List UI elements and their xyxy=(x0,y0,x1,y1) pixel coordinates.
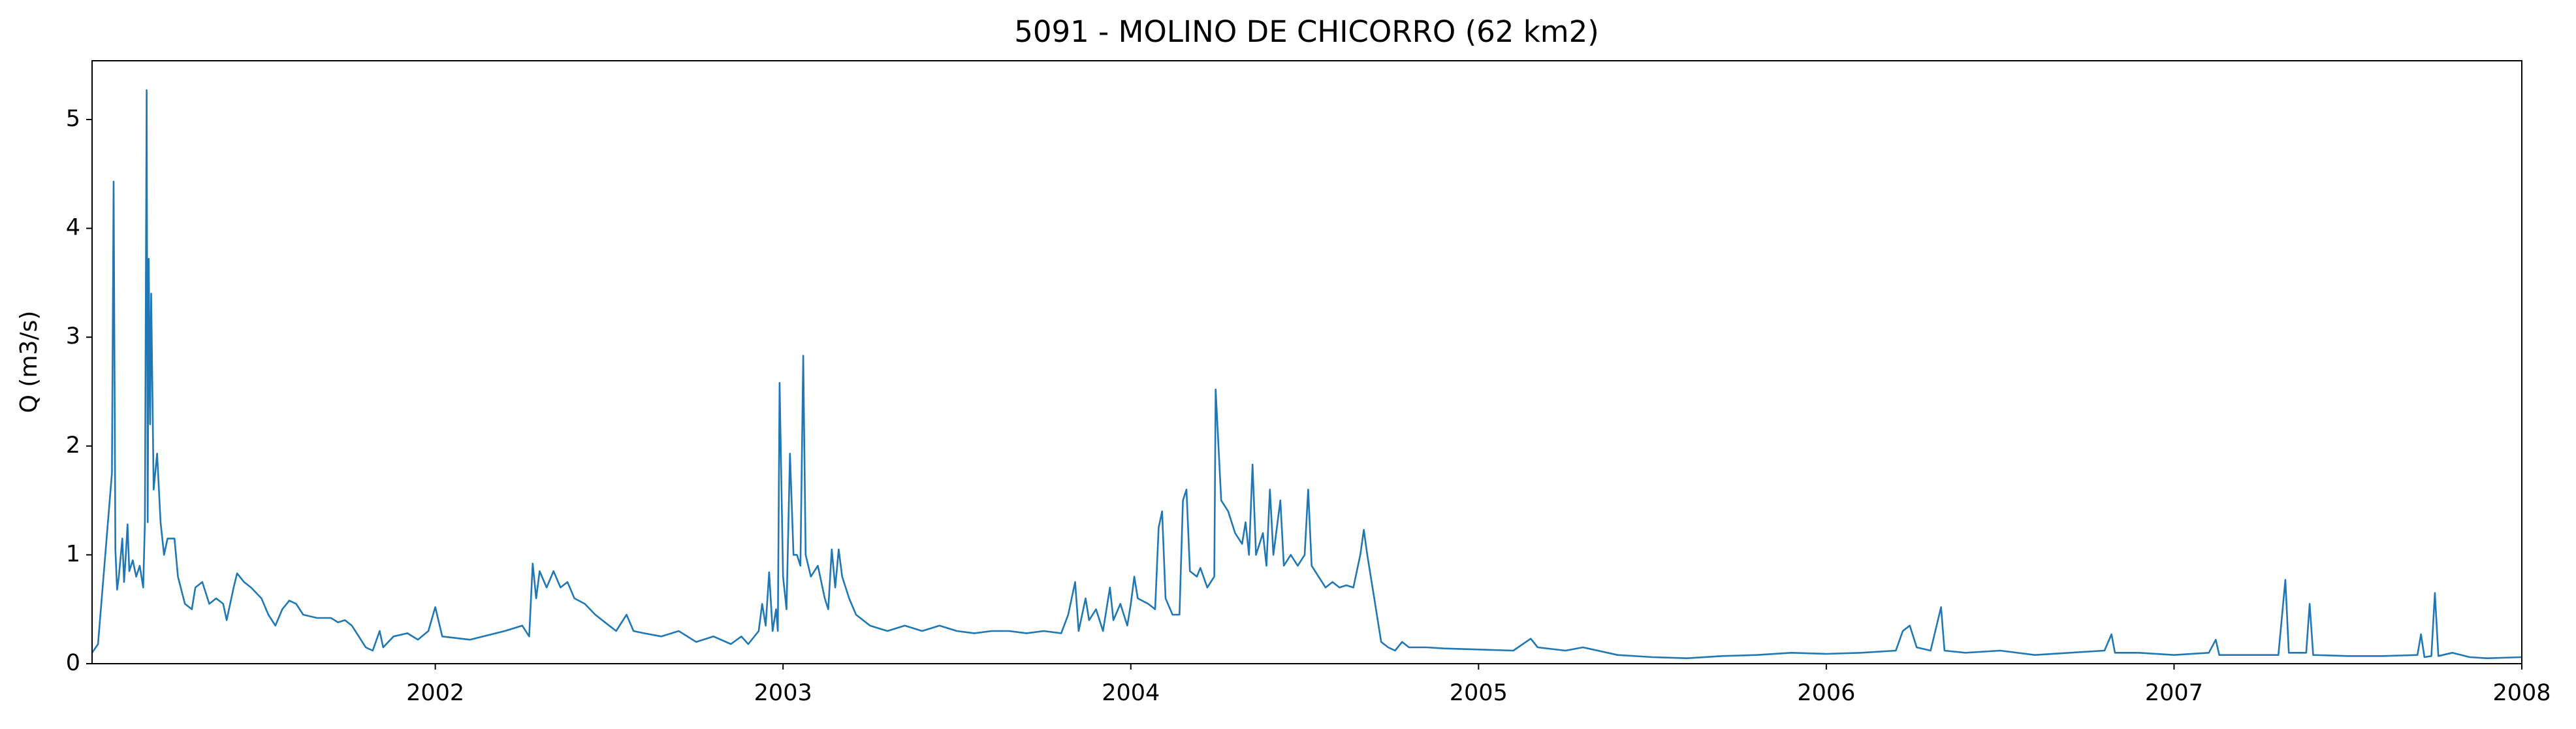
x-tick-label: 2006 xyxy=(1797,680,1855,706)
y-tick-label: 1 xyxy=(66,541,80,567)
y-tick-label: 3 xyxy=(66,323,80,349)
y-axis-label: Q (m3/s) xyxy=(16,311,42,413)
data-line xyxy=(92,89,2522,659)
x-tick-label: 2007 xyxy=(2145,680,2203,706)
plot-frame xyxy=(91,60,2522,664)
y-tick-label: 2 xyxy=(66,432,80,459)
chart-title: 5091 - MOLINO DE CHICORRO (62 km2) xyxy=(1014,14,1599,49)
y-tick-label: 5 xyxy=(66,106,80,132)
y-tick-label: 4 xyxy=(66,215,80,241)
x-tick-label: 2008 xyxy=(2492,680,2551,706)
x-tick-label: 2005 xyxy=(1450,680,1508,706)
y-tick-label: 0 xyxy=(66,650,80,676)
x-tick-label: 2004 xyxy=(1102,680,1160,706)
x-tick-label: 2002 xyxy=(406,680,464,706)
x-tick-label: 2003 xyxy=(754,680,812,706)
